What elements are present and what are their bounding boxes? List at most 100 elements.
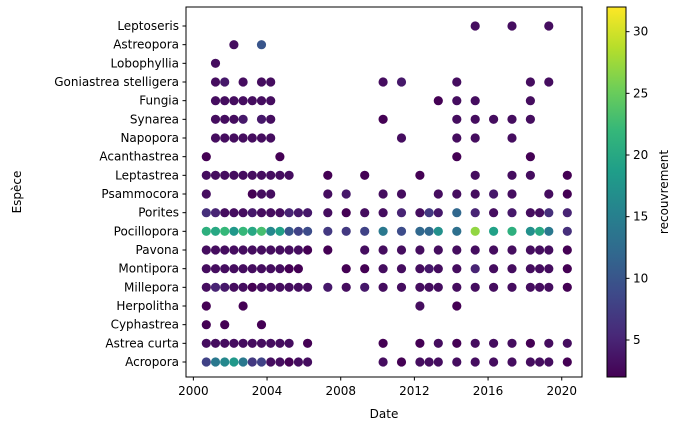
data-point bbox=[378, 264, 388, 274]
data-point bbox=[256, 282, 267, 292]
data-point bbox=[433, 189, 443, 199]
data-point bbox=[360, 264, 370, 274]
data-point bbox=[256, 189, 267, 199]
data-point bbox=[360, 170, 370, 180]
data-point bbox=[489, 357, 499, 367]
y-tick-label: Lobophyllia bbox=[111, 56, 179, 70]
data-point bbox=[433, 226, 443, 236]
data-point bbox=[247, 189, 257, 199]
data-point bbox=[433, 96, 443, 106]
series-fungia bbox=[210, 96, 536, 106]
colorbar-tick-label: 15 bbox=[633, 210, 648, 224]
data-point bbox=[562, 170, 572, 180]
data-point bbox=[201, 208, 211, 218]
colorbar-title: recouvrement bbox=[657, 150, 671, 234]
data-point bbox=[470, 208, 480, 218]
data-point bbox=[535, 208, 545, 218]
data-point bbox=[275, 357, 285, 367]
data-point bbox=[284, 170, 294, 180]
data-point bbox=[210, 226, 221, 236]
y-tick-label: Acanthastrea bbox=[99, 150, 179, 164]
data-point bbox=[201, 245, 211, 255]
data-point bbox=[275, 282, 285, 292]
data-point bbox=[507, 338, 517, 348]
data-point bbox=[201, 338, 211, 348]
data-point bbox=[507, 226, 517, 236]
colorbar-tick-label: 10 bbox=[633, 271, 648, 285]
data-point bbox=[452, 264, 462, 274]
data-point bbox=[433, 264, 443, 274]
data-point bbox=[201, 282, 211, 292]
data-point bbox=[525, 338, 536, 348]
data-point bbox=[256, 320, 267, 330]
data-point bbox=[396, 77, 407, 87]
data-point bbox=[247, 170, 257, 180]
data-point bbox=[220, 96, 230, 106]
data-point bbox=[293, 208, 303, 218]
data-point bbox=[247, 208, 257, 218]
data-point bbox=[415, 357, 425, 367]
data-point bbox=[489, 338, 499, 348]
data-point bbox=[470, 133, 480, 143]
data-point bbox=[544, 264, 554, 274]
x-tick-label: 2012 bbox=[399, 384, 430, 398]
data-point bbox=[507, 189, 517, 199]
y-tick-label: Psammocora bbox=[101, 187, 179, 201]
data-point bbox=[229, 208, 239, 218]
data-point bbox=[220, 208, 230, 218]
data-point bbox=[323, 226, 333, 236]
data-point bbox=[256, 357, 267, 367]
data-point bbox=[303, 245, 313, 255]
data-point bbox=[256, 114, 267, 124]
data-point bbox=[424, 282, 434, 292]
data-point bbox=[220, 114, 230, 124]
x-axis-ticks: 2000 2004 2008 2012 2016 2020 bbox=[178, 377, 577, 398]
data-point bbox=[562, 226, 572, 236]
data-point bbox=[229, 114, 239, 124]
data-point bbox=[525, 114, 536, 124]
data-point bbox=[266, 114, 276, 124]
data-point bbox=[266, 226, 276, 236]
data-point bbox=[507, 282, 517, 292]
data-point bbox=[303, 208, 313, 218]
data-point bbox=[275, 264, 285, 274]
data-point bbox=[238, 245, 248, 255]
y-tick-label: Synarea bbox=[130, 112, 179, 126]
y-tick-label: Astreopora bbox=[113, 38, 179, 52]
data-point bbox=[396, 245, 407, 255]
data-point bbox=[562, 338, 572, 348]
series-astrea-curta bbox=[201, 338, 572, 348]
data-point bbox=[544, 21, 554, 31]
data-point bbox=[452, 133, 462, 143]
data-point bbox=[210, 133, 221, 143]
data-point bbox=[470, 357, 480, 367]
data-point bbox=[210, 114, 221, 124]
data-point bbox=[229, 226, 239, 236]
series-synarea bbox=[210, 114, 536, 124]
data-point bbox=[266, 264, 276, 274]
data-point bbox=[525, 96, 536, 106]
data-point bbox=[452, 152, 462, 162]
series-herpolitha bbox=[201, 301, 462, 311]
data-point bbox=[266, 208, 276, 218]
data-point bbox=[229, 170, 239, 180]
data-point bbox=[238, 77, 248, 87]
data-point bbox=[525, 245, 536, 255]
data-point bbox=[544, 189, 554, 199]
y-tick-label: Herpolitha bbox=[116, 299, 179, 313]
data-point bbox=[303, 226, 313, 236]
data-point bbox=[470, 264, 480, 274]
data-point bbox=[210, 58, 221, 68]
data-point bbox=[470, 226, 480, 236]
data-point bbox=[220, 77, 230, 87]
data-point bbox=[293, 245, 303, 255]
data-point bbox=[229, 357, 239, 367]
data-point bbox=[470, 282, 480, 292]
data-point bbox=[293, 264, 303, 274]
data-point bbox=[489, 189, 499, 199]
data-point bbox=[452, 77, 462, 87]
data-point bbox=[396, 264, 407, 274]
y-tick-label: Cyphastrea bbox=[111, 318, 179, 332]
data-point bbox=[433, 245, 443, 255]
data-point bbox=[210, 77, 221, 87]
